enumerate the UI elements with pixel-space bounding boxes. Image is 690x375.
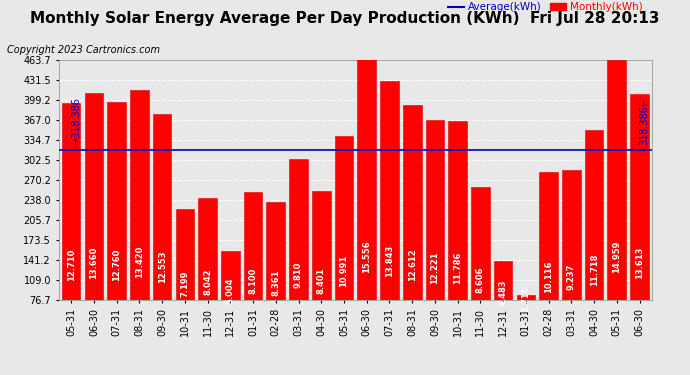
Text: 13.613: 13.613 — [635, 247, 644, 279]
Text: 8.100: 8.100 — [248, 267, 257, 294]
Text: 15.556: 15.556 — [362, 240, 371, 273]
Text: 9.810: 9.810 — [294, 261, 303, 288]
Bar — [448, 121, 467, 348]
Bar — [471, 188, 490, 348]
Bar — [357, 58, 376, 348]
Bar — [517, 295, 535, 348]
Text: 14.959: 14.959 — [612, 241, 621, 273]
Text: 9.237: 9.237 — [567, 263, 576, 290]
Bar — [221, 251, 239, 348]
Text: 13.843: 13.843 — [385, 244, 394, 277]
Text: 12.221: 12.221 — [431, 251, 440, 284]
Bar — [289, 159, 308, 348]
Text: 2.719: 2.719 — [522, 286, 531, 312]
Bar — [540, 172, 558, 348]
Bar — [562, 170, 581, 348]
Bar — [108, 102, 126, 348]
Text: 13.420: 13.420 — [135, 246, 144, 278]
Text: 10.991: 10.991 — [339, 254, 348, 286]
Text: Copyright 2023 Cartronics.com: Copyright 2023 Cartronics.com — [7, 45, 160, 55]
Bar — [335, 136, 353, 348]
Text: 8.401: 8.401 — [317, 267, 326, 294]
Text: 318.386←: 318.386← — [640, 97, 649, 145]
Bar — [607, 60, 626, 348]
Legend: Average(kWh), Monthly(kWh): Average(kWh), Monthly(kWh) — [444, 0, 647, 16]
Bar — [130, 90, 148, 348]
Text: 8.042: 8.042 — [203, 268, 212, 295]
Text: 11.786: 11.786 — [453, 252, 462, 284]
Bar — [85, 93, 104, 348]
Bar — [380, 81, 399, 348]
Bar — [198, 198, 217, 348]
Bar — [175, 209, 194, 348]
Text: 5.004: 5.004 — [226, 278, 235, 304]
Text: 11.718: 11.718 — [589, 253, 598, 285]
Text: 12.760: 12.760 — [112, 248, 121, 280]
Bar — [584, 129, 603, 348]
Bar — [426, 120, 444, 348]
Text: 13.660: 13.660 — [90, 247, 99, 279]
Text: Monthly Solar Energy Average Per Day Production (KWh)  Fri Jul 28 20:13: Monthly Solar Energy Average Per Day Pro… — [30, 11, 660, 26]
Text: 4.483: 4.483 — [499, 280, 508, 306]
Text: 8.606: 8.606 — [476, 267, 485, 293]
Bar — [403, 105, 422, 348]
Bar — [312, 191, 331, 348]
Text: 12.553: 12.553 — [157, 250, 166, 283]
Bar — [266, 202, 285, 348]
Text: 12.612: 12.612 — [408, 249, 417, 281]
Bar — [494, 261, 513, 348]
Bar — [630, 94, 649, 348]
Text: 8.361: 8.361 — [271, 269, 280, 296]
Text: 12.710: 12.710 — [67, 248, 76, 281]
Text: →318.386: →318.386 — [71, 97, 81, 145]
Bar — [152, 114, 171, 348]
Text: 7.199: 7.199 — [180, 270, 189, 297]
Text: 10.116: 10.116 — [544, 261, 553, 293]
Bar — [62, 103, 81, 348]
Bar — [244, 192, 262, 348]
